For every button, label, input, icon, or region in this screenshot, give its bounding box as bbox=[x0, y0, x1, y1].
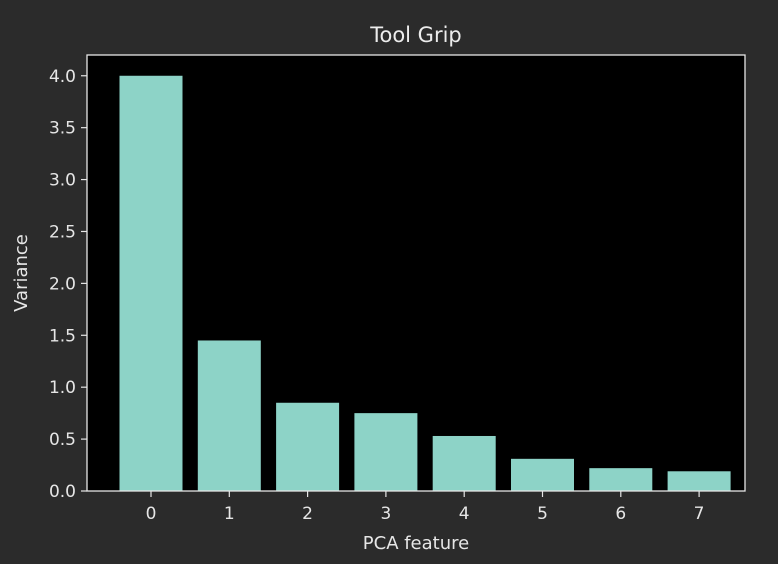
y-tick-label: 3.0 bbox=[49, 171, 76, 191]
bar-0 bbox=[119, 75, 183, 491]
y-tick-label: 3.5 bbox=[49, 119, 76, 139]
x-tick-label: 4 bbox=[459, 504, 470, 524]
y-tick-label: 4.0 bbox=[49, 67, 76, 87]
x-tick-label: 6 bbox=[615, 504, 626, 524]
x-tick-label: 0 bbox=[146, 504, 157, 524]
y-tick-label: 1.0 bbox=[49, 378, 76, 398]
y-tick-label: 2.0 bbox=[49, 274, 76, 294]
x-axis-label: PCA feature bbox=[363, 533, 469, 554]
y-axis-label: Variance bbox=[11, 234, 32, 312]
bars-layer bbox=[119, 75, 731, 491]
y-tick-label: 1.5 bbox=[49, 326, 76, 346]
x-tick-label: 3 bbox=[380, 504, 391, 524]
bar-6 bbox=[589, 468, 653, 491]
bar-2 bbox=[276, 402, 340, 491]
axes-frame bbox=[86, 54, 746, 492]
bar-3 bbox=[354, 413, 418, 491]
bar-4 bbox=[432, 435, 496, 491]
bar-1 bbox=[197, 340, 261, 491]
ticks-layer: 0 1 2 3 4 5 6 7 0.0 0.5 1.0 1.5 2.0 2.5 3.0 3.5 4.0 bbox=[49, 67, 705, 524]
x-tick-label: 1 bbox=[224, 504, 235, 524]
x-tick-label: 2 bbox=[302, 504, 313, 524]
y-tick-label: 2.5 bbox=[49, 222, 76, 242]
y-tick-label: 0.0 bbox=[49, 482, 76, 502]
bar-7 bbox=[667, 471, 731, 491]
y-tick-label: 0.5 bbox=[49, 430, 76, 450]
axes-layer bbox=[86, 54, 746, 492]
x-tick-label: 5 bbox=[537, 504, 548, 524]
chart-title: Tool Grip bbox=[369, 23, 462, 47]
bar-5 bbox=[511, 458, 574, 491]
x-tick-label: 7 bbox=[694, 504, 705, 524]
